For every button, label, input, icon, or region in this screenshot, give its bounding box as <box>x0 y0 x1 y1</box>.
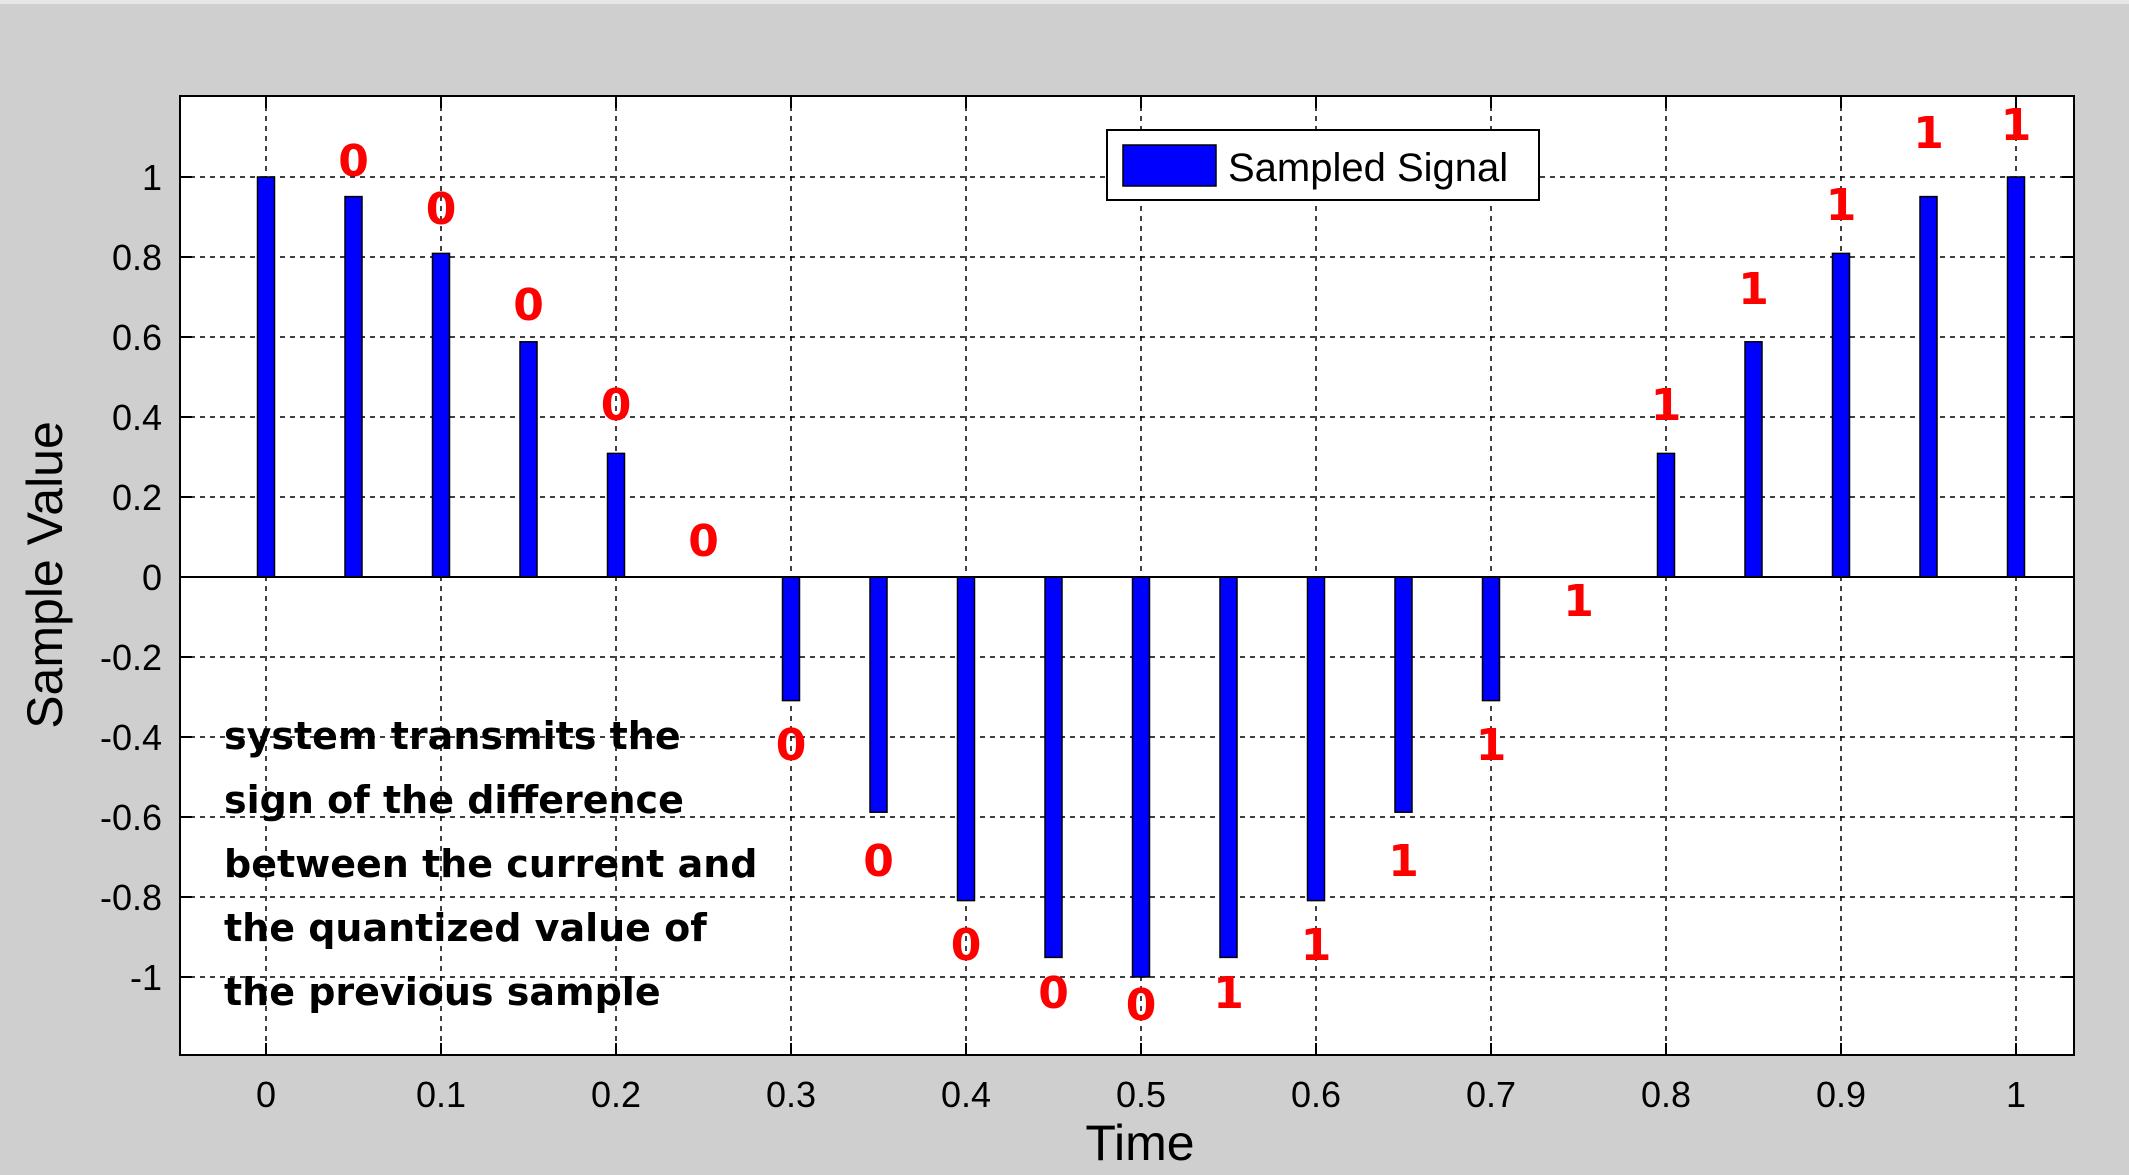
x-tick-label: 0.3 <box>766 1074 816 1115</box>
y-axis-label: Sample Value <box>17 421 73 729</box>
bit-label-0: 0 <box>338 136 369 187</box>
bit-label-5: 0 <box>776 720 807 771</box>
bit-label-10: 1 <box>1213 968 1244 1019</box>
bar-19 <box>1919 195 1938 578</box>
bar-0 <box>256 176 276 578</box>
y-tick-label: 0.4 <box>112 397 162 438</box>
bar-20 <box>2006 176 2026 578</box>
annotation-text: system transmits the sign of the differen… <box>224 714 757 1014</box>
bar-13 <box>1394 576 1413 813</box>
y-tick-label: -0.4 <box>100 717 162 758</box>
x-tick-label: 0.8 <box>1641 1074 1691 1115</box>
x-tick-label: 1 <box>2006 1074 2026 1115</box>
bit-label-13: 1 <box>1476 720 1507 771</box>
bit-label-17: 1 <box>1826 180 1857 231</box>
bar-17 <box>1744 341 1763 578</box>
x-tick-label: 0.6 <box>1291 1074 1341 1115</box>
window-top-edge <box>0 0 2129 4</box>
bar-16 <box>1656 452 1676 578</box>
bit-label-11: 1 <box>1301 920 1332 971</box>
bar-1 <box>344 195 363 578</box>
bit-label-8: 0 <box>1038 968 1069 1019</box>
y-tick-label: -1 <box>130 957 162 998</box>
bar-18 <box>1831 252 1851 578</box>
bit-labels: 0 0 0 0 0 0 0 0 0 0 1 1 1 1 1 1 1 1 1 1 <box>338 100 2031 1031</box>
x-axis-label: Time <box>1085 1115 1194 1171</box>
y-tick-label: 0 <box>142 557 162 598</box>
annotation-line-4: the previous sample <box>224 970 661 1014</box>
legend: Sampled Signal <box>1106 129 1540 201</box>
bit-label-6: 0 <box>863 836 894 887</box>
plot-frame <box>179 95 2075 1056</box>
bar-12 <box>1306 576 1326 902</box>
y-tick-label: -0.8 <box>100 877 162 918</box>
x-tick-label: 0.7 <box>1466 1074 1516 1115</box>
bit-label-18: 1 <box>1913 108 1944 159</box>
bar-6 <box>781 576 801 702</box>
legend-swatch <box>1122 144 1217 187</box>
bar-9 <box>1044 576 1063 959</box>
bit-label-16: 1 <box>1738 264 1769 315</box>
bit-label-15: 1 <box>1651 380 1682 431</box>
annotation-line-0: system transmits the <box>224 714 681 758</box>
y-tick-label: 0.8 <box>112 237 162 278</box>
annotation-line-3: the quantized value of <box>224 906 707 950</box>
bar-10 <box>1131 576 1151 978</box>
bar-11 <box>1219 576 1238 959</box>
bit-label-9: 0 <box>1126 980 1157 1031</box>
x-tick-label: 0.4 <box>941 1074 991 1115</box>
bit-label-2: 0 <box>513 280 544 331</box>
bar-7 <box>869 576 888 813</box>
x-tick-label: 0.2 <box>591 1074 641 1115</box>
y-tick-label: -0.2 <box>100 637 162 678</box>
bar-2 <box>431 252 451 578</box>
legend-entry-label: Sampled Signal <box>1228 146 1508 190</box>
bit-label-3: 0 <box>601 380 632 431</box>
axis-ticks: 0 0.1 0.2 0.3 0.4 0.5 0.6 0.7 0.8 0.9 1 1 0.8 0.6 0.4 0… <box>100 96 2074 1115</box>
bar-3 <box>519 341 538 578</box>
bit-label-1: 0 <box>426 184 457 235</box>
x-tick-label: 0 <box>256 1074 276 1115</box>
y-tick-label: 0.2 <box>112 477 162 518</box>
bit-label-19: 1 <box>2001 100 2032 151</box>
bar-series <box>256 176 2026 978</box>
bit-label-7: 0 <box>951 920 982 971</box>
bar-14 <box>1481 576 1501 702</box>
bit-label-4: 0 <box>688 516 719 567</box>
legend-box <box>1106 129 1540 201</box>
bar-4 <box>606 452 626 578</box>
bit-label-12: 1 <box>1388 836 1419 887</box>
y-tick-label: 0.6 <box>112 317 162 358</box>
annotation-line-1: sign of the difference <box>224 778 684 822</box>
bit-label-14: 1 <box>1563 576 1594 627</box>
y-tick-label: -0.6 <box>100 797 162 838</box>
bar-8 <box>956 576 976 902</box>
x-tick-label: 0.5 <box>1116 1074 1166 1115</box>
annotation-line-2: between the current and <box>224 842 757 886</box>
x-tick-label: 0.1 <box>416 1074 466 1115</box>
y-tick-label: 1 <box>142 157 162 198</box>
x-tick-label: 0.9 <box>1816 1074 1866 1115</box>
